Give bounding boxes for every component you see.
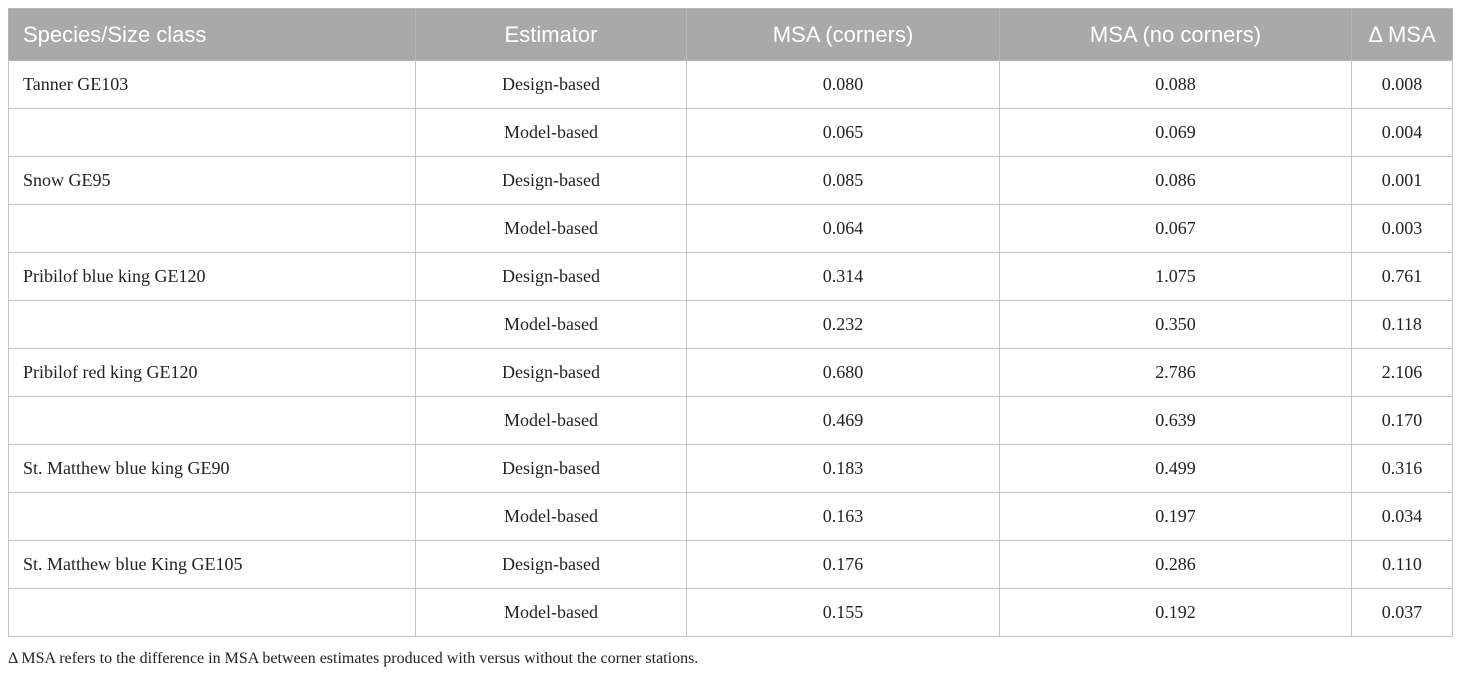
species-cell: St. Matthew blue king GE90 <box>8 444 416 493</box>
estimator-cell: Design-based <box>415 540 687 589</box>
table-row: Model-based 0.065 0.069 0.004 <box>8 108 1453 157</box>
species-cell <box>8 300 416 349</box>
delta-msa-cell: 0.034 <box>1351 492 1453 541</box>
msa-corners-cell: 0.314 <box>686 252 1000 301</box>
estimator-cell: Design-based <box>415 348 687 397</box>
msa-no-corners-cell: 2.786 <box>999 348 1352 397</box>
species-cell: Pribilof blue king GE120 <box>8 252 416 301</box>
msa-no-corners-cell: 0.086 <box>999 156 1352 205</box>
estimator-cell: Model-based <box>415 396 687 445</box>
estimator-cell: Model-based <box>415 492 687 541</box>
msa-no-corners-cell: 1.075 <box>999 252 1352 301</box>
header-msa-corners: MSA (corners) <box>686 8 1000 61</box>
msa-corners-cell: 0.064 <box>686 204 1000 253</box>
header-species-size-class: Species/Size class <box>8 8 416 61</box>
table-header-row: Species/Size class Estimator MSA (corner… <box>8 8 1453 61</box>
delta-msa-cell: 0.001 <box>1351 156 1453 205</box>
msa-corners-cell: 0.176 <box>686 540 1000 589</box>
delta-msa-cell: 0.037 <box>1351 588 1453 637</box>
msa-corners-cell: 0.469 <box>686 396 1000 445</box>
msa-no-corners-cell: 0.639 <box>999 396 1352 445</box>
msa-corners-cell: 0.080 <box>686 60 1000 109</box>
estimator-cell: Design-based <box>415 444 687 493</box>
table-row: St. Matthew blue King GE105 Design-based… <box>8 540 1453 589</box>
table-row: Snow GE95 Design-based 0.085 0.086 0.001 <box>8 156 1453 205</box>
header-msa-no-corners: MSA (no corners) <box>999 8 1352 61</box>
species-cell <box>8 588 416 637</box>
species-cell: Snow GE95 <box>8 156 416 205</box>
msa-no-corners-cell: 0.499 <box>999 444 1352 493</box>
species-cell <box>8 396 416 445</box>
msa-corners-cell: 0.085 <box>686 156 1000 205</box>
msa-table-container: Species/Size class Estimator MSA (corner… <box>8 8 1453 637</box>
msa-corners-cell: 0.163 <box>686 492 1000 541</box>
msa-corners-cell: 0.232 <box>686 300 1000 349</box>
msa-no-corners-cell: 0.350 <box>999 300 1352 349</box>
msa-no-corners-cell: 0.197 <box>999 492 1352 541</box>
header-delta-msa: Δ MSA <box>1351 8 1453 61</box>
msa-corners-cell: 0.680 <box>686 348 1000 397</box>
msa-no-corners-cell: 0.286 <box>999 540 1352 589</box>
estimator-cell: Model-based <box>415 588 687 637</box>
table-footnote: Δ MSA refers to the difference in MSA be… <box>8 650 699 667</box>
msa-no-corners-cell: 0.067 <box>999 204 1352 253</box>
msa-corners-cell: 0.155 <box>686 588 1000 637</box>
header-estimator: Estimator <box>415 8 687 61</box>
msa-no-corners-cell: 0.088 <box>999 60 1352 109</box>
msa-no-corners-cell: 0.192 <box>999 588 1352 637</box>
table-row: Model-based 0.232 0.350 0.118 <box>8 300 1453 349</box>
delta-msa-cell: 0.003 <box>1351 204 1453 253</box>
delta-msa-cell: 0.110 <box>1351 540 1453 589</box>
msa-no-corners-cell: 0.069 <box>999 108 1352 157</box>
msa-corners-cell: 0.183 <box>686 444 1000 493</box>
table-row: Model-based 0.163 0.197 0.034 <box>8 492 1453 541</box>
species-cell: Pribilof red king GE120 <box>8 348 416 397</box>
estimator-cell: Model-based <box>415 108 687 157</box>
delta-msa-cell: 0.170 <box>1351 396 1453 445</box>
table-row: Pribilof red king GE120 Design-based 0.6… <box>8 348 1453 397</box>
delta-msa-cell: 0.004 <box>1351 108 1453 157</box>
msa-table: Species/Size class Estimator MSA (corner… <box>8 8 1453 637</box>
estimator-cell: Model-based <box>415 204 687 253</box>
species-cell <box>8 108 416 157</box>
table-row: Tanner GE103 Design-based 0.080 0.088 0.… <box>8 60 1453 109</box>
estimator-cell: Model-based <box>415 300 687 349</box>
table-row: Pribilof blue king GE120 Design-based 0.… <box>8 252 1453 301</box>
estimator-cell: Design-based <box>415 156 687 205</box>
delta-msa-cell: 2.106 <box>1351 348 1453 397</box>
species-cell: St. Matthew blue King GE105 <box>8 540 416 589</box>
species-cell <box>8 204 416 253</box>
msa-corners-cell: 0.065 <box>686 108 1000 157</box>
table-row: St. Matthew blue king GE90 Design-based … <box>8 444 1453 493</box>
delta-msa-cell: 0.008 <box>1351 60 1453 109</box>
delta-msa-cell: 0.118 <box>1351 300 1453 349</box>
delta-msa-cell: 0.761 <box>1351 252 1453 301</box>
table-row: Model-based 0.064 0.067 0.003 <box>8 204 1453 253</box>
table-row: Model-based 0.155 0.192 0.037 <box>8 588 1453 637</box>
table-row: Model-based 0.469 0.639 0.170 <box>8 396 1453 445</box>
species-cell <box>8 492 416 541</box>
estimator-cell: Design-based <box>415 60 687 109</box>
species-cell: Tanner GE103 <box>8 60 416 109</box>
delta-msa-cell: 0.316 <box>1351 444 1453 493</box>
estimator-cell: Design-based <box>415 252 687 301</box>
